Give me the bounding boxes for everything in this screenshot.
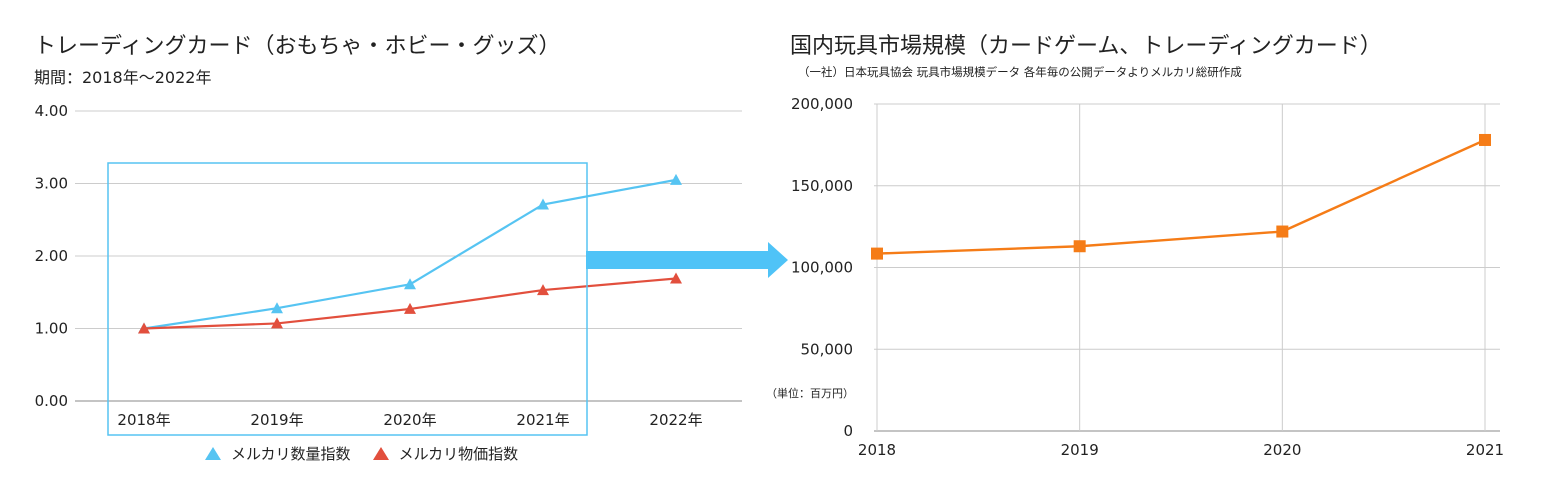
- right-data-point: [1276, 225, 1289, 238]
- right-x-tick-label: 2021: [1466, 441, 1504, 459]
- left-chart-legend: メルカリ数量指数 メルカリ物価指数: [205, 443, 540, 464]
- left-data-point-1: [670, 272, 682, 284]
- left-data-point-1: [271, 317, 283, 329]
- left-chart-subtitle: 期間：2018年〜2022年: [34, 68, 212, 87]
- left-y-tick-label: 1.00: [35, 320, 68, 338]
- right-chart-source: （一社）日本玩具協会 玩具市場規模データ 各年毎の公開データよりメルカリ総研作成: [798, 65, 1242, 79]
- left-chart-title: トレーディングカード（おもちゃ・ホビー・グッズ）: [34, 34, 561, 59]
- left-x-tick-label: 2020年: [383, 411, 436, 429]
- left-x-tick-label: 2018年: [117, 411, 170, 429]
- right-y-tick-label: 0: [843, 422, 853, 440]
- left-data-point-0: [404, 278, 416, 290]
- right-chart-title: 国内玩具市場規模（カードゲーム、トレーディングカード）: [790, 34, 1382, 59]
- left-data-point-1: [537, 284, 549, 296]
- right-y-tick-label: 200,000: [791, 95, 853, 113]
- triangle-icon: [205, 447, 221, 460]
- left-y-tick-label: 0.00: [35, 392, 68, 410]
- right-y-tick-label: 150,000: [791, 177, 853, 195]
- right-chart-unit-label: （単位：百万円）: [766, 387, 854, 400]
- legend-label-count: メルカリ数量指数: [231, 445, 351, 463]
- highlight-box: [107, 162, 588, 436]
- left-data-point-0: [537, 198, 549, 210]
- left-x-tick-label: 2019年: [250, 411, 303, 429]
- right-data-point: [871, 247, 883, 260]
- left-y-tick-label: 3.00: [35, 175, 68, 193]
- arrow-icon: [586, 242, 788, 278]
- legend-item-price: メルカリ物価指数: [372, 443, 519, 464]
- left-y-tick-label: 2.00: [35, 247, 68, 265]
- right-x-tick-label: 2020: [1263, 441, 1301, 459]
- right-y-tick-label: 50,000: [801, 340, 854, 358]
- left-x-tick-label: 2021年: [516, 411, 569, 429]
- left-x-tick-label: 2022年: [649, 411, 702, 429]
- legend-label-price: メルカリ物価指数: [398, 445, 519, 463]
- right-x-tick-label: 2019: [1061, 441, 1099, 459]
- left-data-point-1: [404, 302, 416, 314]
- legend-item-count: メルカリ数量指数: [205, 443, 351, 464]
- left-data-point-1: [138, 322, 150, 334]
- left-data-point-0: [271, 302, 283, 314]
- left-y-tick-label: 4.00: [35, 102, 68, 120]
- right-x-tick-label: 2018: [858, 441, 896, 459]
- right-data-point: [1073, 240, 1086, 253]
- left-data-point-0: [670, 173, 682, 185]
- right-series-line: [876, 138, 1486, 255]
- right-y-tick-label: 100,000: [791, 259, 853, 277]
- triangle-icon: [372, 447, 389, 460]
- right-data-point: [1479, 133, 1491, 146]
